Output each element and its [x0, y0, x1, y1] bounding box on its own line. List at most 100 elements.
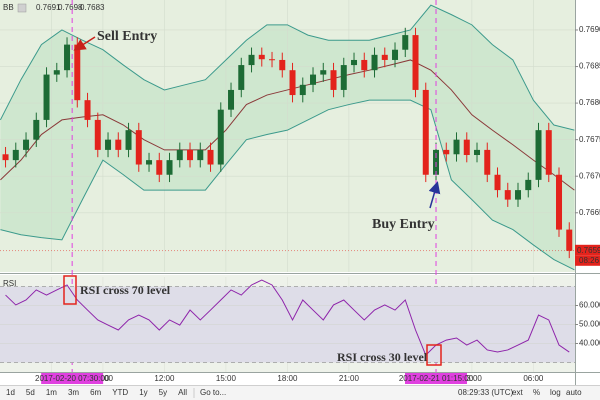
- legend: BB: [3, 3, 14, 12]
- candle-body: [166, 160, 173, 175]
- range-button[interactable]: 1y: [139, 388, 147, 397]
- candle-body: [351, 59, 358, 66]
- candle-body: [525, 179, 532, 191]
- y-tick-label: 50.00000: [579, 320, 600, 329]
- candle-body: [238, 65, 245, 90]
- highlight-box: [63, 275, 77, 305]
- range-button[interactable]: 1m: [46, 388, 57, 397]
- range-button[interactable]: 5d: [26, 388, 35, 397]
- candle-body: [422, 89, 429, 175]
- candle-body: [187, 149, 194, 161]
- candle-body: [402, 35, 409, 50]
- option-button[interactable]: ext: [512, 388, 523, 397]
- y-tick-label: 60.00000: [579, 301, 600, 310]
- candle-body: [310, 74, 317, 85]
- y-tick-label: 40.00000: [579, 339, 600, 348]
- x-tick-label: 12:00: [154, 374, 175, 383]
- candle-body: [535, 130, 542, 180]
- countdown-box: [575, 255, 600, 266]
- candle-body: [115, 139, 122, 150]
- last-price-box: [575, 244, 600, 256]
- candle-body: [2, 154, 9, 161]
- range-button[interactable]: YTD: [112, 388, 128, 397]
- candle-body: [474, 149, 481, 156]
- clock: 08:29:33 (UTC): [458, 388, 513, 397]
- marker-label-box: [405, 373, 468, 384]
- candle-body: [228, 89, 235, 110]
- candle-body: [545, 130, 552, 175]
- candle-body: [53, 70, 60, 75]
- range-button[interactable]: 6m: [90, 388, 101, 397]
- annotation: Sell Entry: [97, 29, 157, 44]
- y-tick-label: 0.76850: [579, 62, 600, 71]
- candle-body: [176, 149, 183, 161]
- bollinger-upper: [0, 4, 575, 131]
- marker-label-box: [41, 373, 104, 384]
- y-tick-label: 0.76700: [579, 171, 600, 180]
- last-price-label: 0.76598: [577, 246, 600, 255]
- candle-body: [207, 149, 214, 165]
- option-button[interactable]: auto: [566, 388, 582, 397]
- candle-body: [361, 59, 368, 71]
- candle-body: [248, 54, 255, 66]
- candle-body: [197, 149, 204, 161]
- option-button[interactable]: log: [550, 388, 561, 397]
- countdown-label: 08:26: [579, 256, 600, 265]
- candle-body: [453, 139, 460, 155]
- y-tick-label: 0.76800: [579, 98, 600, 107]
- candle-body: [566, 229, 573, 251]
- marker-label: 2017-02-20 07:30:00: [35, 374, 110, 383]
- range-button[interactable]: 1d: [6, 388, 15, 397]
- annotation-arrow: [73, 36, 96, 51]
- candle-body: [64, 44, 71, 71]
- header-value: 0.7691: [36, 3, 61, 12]
- range-button[interactable]: 5y: [159, 388, 167, 397]
- candle-body: [125, 130, 132, 150]
- candle-body: [556, 174, 563, 230]
- candle-body: [299, 84, 306, 96]
- bollinger-middle: [0, 59, 575, 191]
- range-button[interactable]: 3m: [68, 388, 79, 397]
- candle-body: [392, 49, 399, 60]
- range-button[interactable]: All: [178, 388, 187, 397]
- candle-body: [43, 74, 50, 120]
- x-tick-label: 09:00: [93, 374, 114, 383]
- x-tick-label: 06:00: [523, 374, 544, 383]
- candle-body: [340, 65, 347, 90]
- x-tick-label: 03:00: [462, 374, 483, 383]
- annotation: Buy Entry: [372, 217, 435, 232]
- option-button[interactable]: %: [533, 388, 540, 397]
- y-tick-label: 0.76900: [579, 25, 600, 34]
- legend: RSI: [3, 279, 16, 288]
- candle-body: [289, 70, 296, 96]
- candle-body: [74, 44, 81, 101]
- candle-body: [504, 190, 511, 200]
- candle-body: [330, 70, 337, 90]
- candle-body: [320, 70, 327, 75]
- header-swatch: [17, 3, 27, 13]
- candle-body: [156, 160, 163, 175]
- annotation: RSI cross 70 level: [80, 283, 171, 297]
- x-tick-label: 18:00: [277, 374, 298, 383]
- bollinger-lower: [0, 99, 575, 271]
- candle-body: [371, 54, 378, 71]
- go-to-button[interactable]: Go to...: [200, 388, 226, 397]
- candle-body: [12, 149, 19, 161]
- rsi-line: [5, 279, 570, 356]
- candle-body: [515, 190, 522, 200]
- annotation-arrow: [428, 181, 441, 209]
- candle-body: [381, 54, 388, 60]
- x-tick-label: 15:00: [216, 374, 237, 383]
- toolbar: [0, 385, 600, 400]
- candle-body: [135, 130, 142, 165]
- y-tick-label: 0.76650: [579, 208, 600, 217]
- candle-body: [258, 54, 265, 60]
- candle-body: [412, 35, 419, 90]
- candle-body: [484, 149, 491, 175]
- candle-body: [146, 160, 153, 165]
- header-value: 0.7683: [80, 3, 105, 12]
- candle-body: [494, 174, 501, 191]
